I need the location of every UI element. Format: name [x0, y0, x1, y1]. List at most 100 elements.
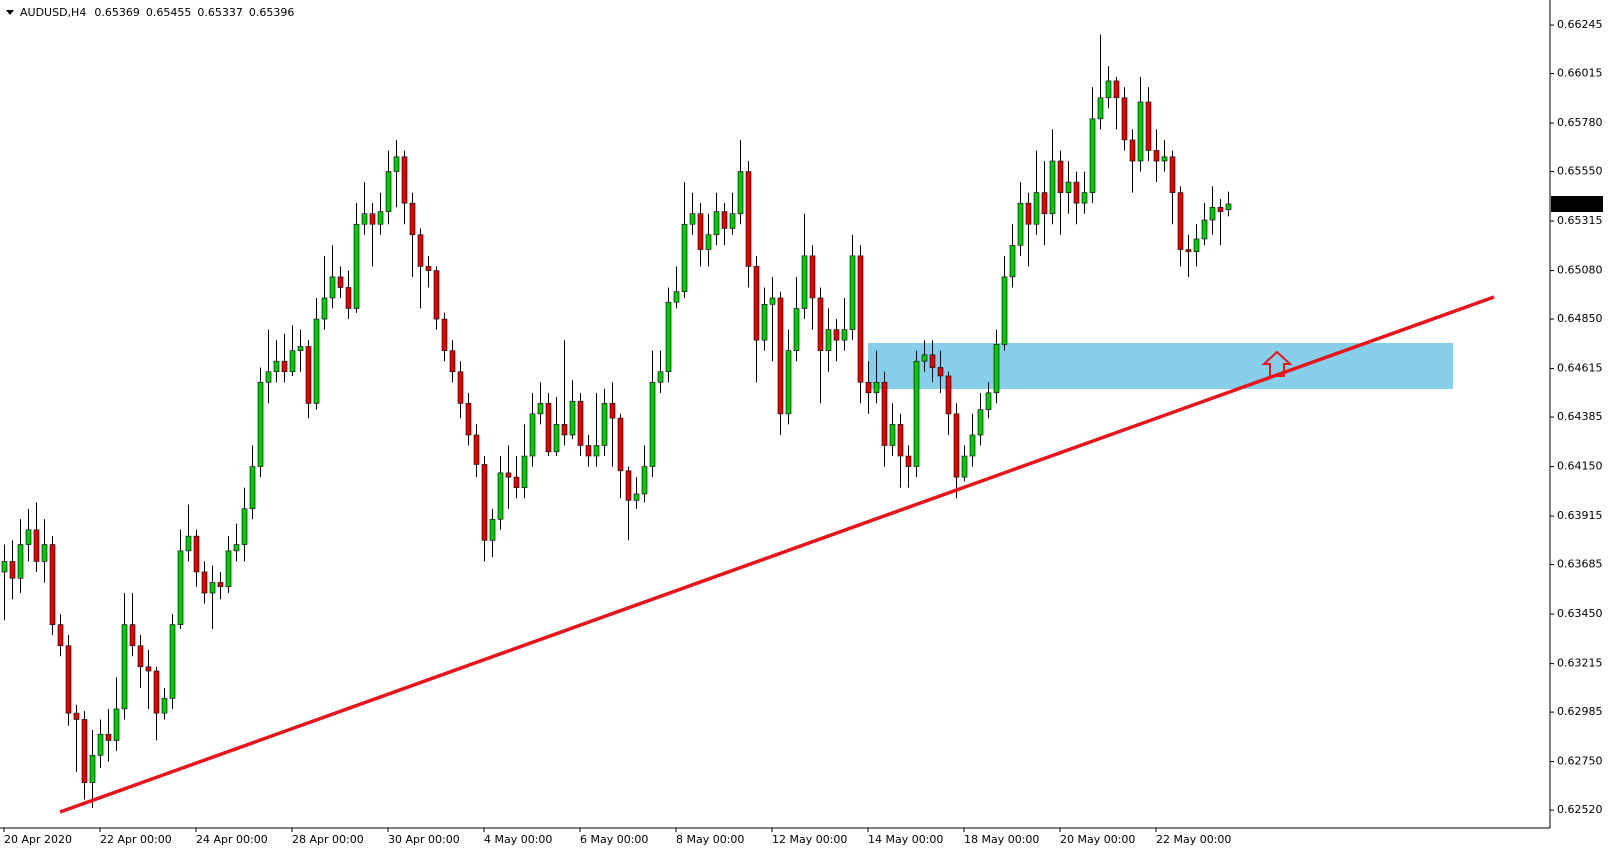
candle-body	[265, 371, 272, 383]
candle-body	[825, 329, 832, 351]
candle-body	[393, 156, 400, 172]
y-tick-label: 0.63215	[1557, 657, 1603, 670]
y-tick-label: 0.62985	[1557, 705, 1603, 718]
candle-body	[321, 297, 328, 320]
candle-body	[481, 464, 488, 541]
y-tick-label: 0.66015	[1557, 67, 1603, 80]
x-tick-label: 18 May 00:00	[964, 833, 1039, 846]
candle-body	[385, 171, 392, 212]
candle-body	[177, 550, 184, 625]
candle-body	[993, 344, 1000, 394]
candle-body	[449, 350, 456, 373]
candle-body	[561, 424, 568, 436]
candle-body	[169, 624, 176, 699]
candle-body	[345, 287, 352, 309]
candle-body	[849, 255, 856, 330]
candle-body	[81, 719, 88, 783]
candle-body	[1, 561, 8, 573]
candle-body	[41, 544, 48, 562]
candle-body	[225, 550, 232, 588]
candle-body	[73, 712, 80, 720]
candle-body	[153, 670, 160, 714]
candle-body	[1161, 156, 1168, 162]
y-tick-label: 0.66245	[1557, 18, 1603, 31]
candle-body	[121, 624, 128, 710]
candle-body	[465, 403, 472, 436]
candle-body	[257, 381, 264, 467]
candle-body	[497, 472, 504, 520]
candle-body	[537, 403, 544, 415]
symbol: AUDUSD,H4	[20, 6, 86, 19]
candle-body	[553, 424, 560, 453]
candle-body	[161, 698, 168, 714]
price-label-box	[1551, 195, 1603, 212]
candle-body	[433, 270, 440, 320]
candle-body	[1073, 181, 1080, 204]
candle-body	[105, 733, 112, 741]
open: 0.65369	[94, 6, 140, 19]
candle-body	[129, 624, 136, 647]
candle-body	[1217, 207, 1224, 212]
x-tick-label: 4 May 00:00	[484, 833, 552, 846]
candle-body	[233, 544, 240, 552]
candle-body	[425, 266, 432, 271]
candle-body	[1049, 160, 1056, 214]
candle-body	[1113, 80, 1120, 99]
candle-body	[249, 466, 256, 510]
candle-body	[113, 708, 120, 741]
candle-body	[361, 213, 368, 225]
candle-body	[937, 367, 944, 377]
candle-body	[505, 472, 512, 478]
candle-body	[97, 733, 104, 756]
candle-body	[737, 171, 744, 214]
candle-body	[513, 476, 520, 488]
candle-body	[529, 413, 536, 457]
candle-body	[49, 544, 56, 625]
candle-body	[865, 381, 872, 394]
candle-body	[1153, 150, 1160, 162]
candle-body	[289, 350, 296, 373]
candle-body	[369, 213, 376, 225]
candle-body	[297, 346, 304, 351]
candle-body	[1089, 118, 1096, 193]
candle-body	[33, 529, 40, 562]
candle-body	[441, 318, 448, 351]
candle-body	[1225, 203, 1232, 210]
x-tick-label: 8 May 00:00	[676, 833, 744, 846]
candle-body	[873, 381, 880, 394]
candle-body	[569, 400, 576, 436]
candle-body	[9, 561, 16, 579]
candle-body	[489, 518, 496, 541]
candle-body	[905, 455, 912, 467]
candle-body	[409, 202, 416, 236]
candle-body	[705, 234, 712, 250]
x-tick-label: 20 Apr 2020	[4, 833, 72, 846]
header: AUDUSD,H4 0.65369 0.65455 0.65337 0.65396	[20, 6, 294, 19]
candle-body	[601, 403, 608, 446]
candle-body	[1169, 156, 1176, 193]
candle-body	[1185, 249, 1192, 252]
y-tick-label: 0.63450	[1557, 607, 1603, 620]
candle-body	[609, 403, 616, 419]
candle-body	[1001, 276, 1008, 345]
candle-body	[577, 400, 584, 446]
x-tick-label: 30 Apr 00:00	[388, 833, 460, 846]
candle-body	[17, 544, 24, 579]
candle-body	[633, 493, 640, 501]
candle-body	[1129, 139, 1136, 162]
candle-body	[1057, 160, 1064, 193]
y-tick-label: 0.62520	[1557, 803, 1603, 816]
candle-body	[665, 301, 672, 373]
candle-body	[273, 360, 280, 373]
candle-body	[1177, 192, 1184, 250]
candle-body	[681, 223, 688, 292]
candle-body	[745, 171, 752, 267]
candle-body	[401, 156, 408, 204]
candle-body	[65, 645, 72, 714]
candle-body	[25, 529, 32, 545]
y-tick-label: 0.64385	[1557, 410, 1603, 423]
x-tick-label: 22 May 00:00	[1156, 833, 1231, 846]
candle-body	[1025, 202, 1032, 225]
